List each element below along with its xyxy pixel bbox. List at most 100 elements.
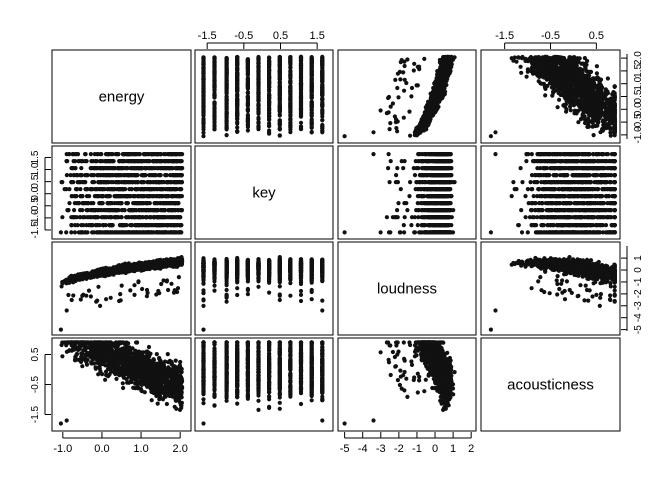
- data-point: [529, 55, 533, 59]
- data-point: [575, 87, 579, 91]
- data-point: [299, 56, 303, 60]
- data-point: [553, 67, 557, 71]
- data-point: [278, 122, 282, 126]
- data-point: [578, 101, 582, 105]
- data-point: [403, 64, 407, 68]
- data-point: [422, 57, 426, 61]
- data-point: [299, 105, 303, 109]
- data-point: [597, 117, 601, 121]
- data-point: [583, 114, 587, 118]
- data-point: [267, 129, 271, 133]
- data-point: [583, 56, 587, 60]
- data-point: [299, 115, 303, 119]
- data-point: [256, 75, 260, 79]
- data-point: [400, 58, 404, 62]
- data-point: [320, 88, 324, 92]
- data-point: [446, 69, 450, 73]
- panel-frame-0-2: [338, 50, 476, 143]
- data-point: [588, 101, 592, 105]
- data-point: [201, 69, 205, 73]
- data-point: [267, 56, 271, 60]
- data-point: [225, 78, 229, 82]
- data-point: [558, 61, 562, 65]
- panel-points: [343, 55, 457, 139]
- data-point: [299, 126, 303, 130]
- data-point: [310, 76, 314, 80]
- data-point: [578, 56, 582, 60]
- data-point: [432, 98, 436, 102]
- data-point: [546, 68, 550, 72]
- data-point: [566, 66, 570, 70]
- data-point: [256, 83, 260, 87]
- data-point: [212, 59, 216, 63]
- data-point: [267, 69, 271, 73]
- data-point: [407, 110, 411, 114]
- data-point: [526, 59, 530, 63]
- data-point: [537, 55, 541, 59]
- data-point: [606, 91, 610, 95]
- data-point: [489, 134, 493, 138]
- data-point: [212, 110, 216, 114]
- data-point: [371, 130, 375, 134]
- data-point: [613, 117, 617, 121]
- data-point: [565, 80, 569, 84]
- data-point: [440, 75, 444, 79]
- data-point: [556, 88, 560, 92]
- data-point: [591, 92, 595, 96]
- data-point: [201, 56, 205, 60]
- data-point: [440, 68, 444, 72]
- data-point: [246, 62, 250, 66]
- data-point: [256, 70, 260, 74]
- data-point: [394, 117, 398, 121]
- data-point: [436, 92, 440, 96]
- data-point: [613, 127, 617, 131]
- data-point: [604, 101, 608, 105]
- data-point: [267, 80, 271, 84]
- data-point: [267, 88, 271, 92]
- data-point: [611, 103, 615, 107]
- data-point: [579, 117, 583, 121]
- data-point: [577, 75, 581, 79]
- data-point: [563, 103, 567, 107]
- data-point: [320, 108, 324, 112]
- data-point: [256, 124, 260, 128]
- data-point: [310, 87, 314, 91]
- data-point: [526, 67, 530, 71]
- data-point: [67, 201, 71, 205]
- data-point: [278, 98, 282, 102]
- data-point: [288, 59, 292, 63]
- data-point: [428, 101, 432, 105]
- data-point: [412, 62, 416, 66]
- data-point: [556, 105, 560, 109]
- data-point: [613, 98, 617, 102]
- data-point: [310, 71, 314, 75]
- data-point: [607, 98, 611, 102]
- data-point: [568, 73, 572, 77]
- data-point: [267, 62, 271, 66]
- data-point: [201, 66, 205, 70]
- data-point: [568, 92, 572, 96]
- data-point: [393, 78, 397, 82]
- data-point: [235, 98, 239, 102]
- data-point: [408, 134, 412, 138]
- data-point: [212, 68, 216, 72]
- data-point: [299, 96, 303, 100]
- data-point: [395, 86, 399, 90]
- data-point: [278, 109, 282, 113]
- data-point: [525, 75, 529, 79]
- data-point: [551, 56, 555, 60]
- data-point: [201, 82, 205, 86]
- data-point: [212, 125, 216, 129]
- data-point: [396, 72, 400, 76]
- data-point: [595, 124, 599, 128]
- data-point: [387, 110, 391, 114]
- data-point: [601, 129, 605, 133]
- data-point: [387, 95, 391, 99]
- data-point: [299, 61, 303, 65]
- data-point: [583, 121, 587, 125]
- data-point: [607, 111, 611, 115]
- data-point: [225, 70, 229, 74]
- data-point: [288, 88, 292, 92]
- panel-points: [59, 152, 184, 234]
